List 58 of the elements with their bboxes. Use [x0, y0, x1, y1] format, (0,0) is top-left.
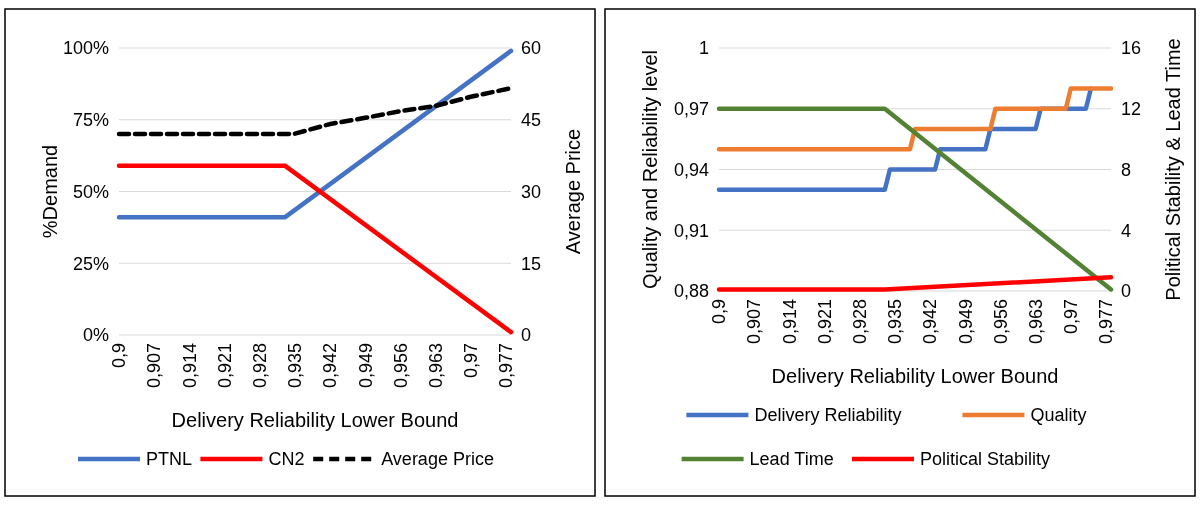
x-tick-label: 0,97 [1061, 299, 1082, 335]
y2-tick-label: 8 [1121, 159, 1132, 180]
x-tick-label: 0,907 [144, 343, 165, 389]
y-axis-title: %Demand [39, 144, 61, 239]
x-axis-title: Delivery Reliability Lower Bound [771, 365, 1059, 387]
y2-tick-label: 16 [1121, 38, 1142, 59]
x-tick-label: 0,949 [355, 343, 376, 389]
y-tick-label: 0,94 [673, 159, 709, 180]
legend-label: PTNL [146, 449, 193, 470]
y2-tick-label: 45 [521, 110, 542, 131]
y2-tick-label: 4 [1121, 220, 1132, 241]
x-tick-label: 0,956 [390, 343, 411, 389]
y2-tick-label: 15 [521, 253, 542, 274]
x-tick-label: 0,921 [814, 299, 835, 345]
legend-label: Political Stability [920, 449, 1051, 470]
y-tick-label: 0,88 [673, 281, 709, 302]
y-tick-label: 0% [82, 325, 109, 346]
legend-label: CN2 [268, 449, 305, 470]
y-tick-label: 75% [72, 110, 109, 131]
y2-axis-title: Political Stability & Lead Time [1162, 38, 1184, 301]
y-axis-title: Quality and Reliability level [639, 49, 661, 290]
y2-tick-label: 0 [1121, 281, 1132, 302]
x-tick-label: 0,942 [920, 299, 941, 345]
y2-tick-label: 60 [521, 38, 542, 59]
y2-axis-title: Average Price [562, 128, 584, 255]
x-tick-label: 0,963 [1025, 299, 1046, 345]
y-tick-label: 0,97 [673, 99, 709, 120]
y2-tick-label: 30 [521, 181, 542, 202]
x-tick-label: 0,956 [990, 299, 1011, 345]
y-tick-label: 100% [62, 38, 109, 59]
x-tick-label: 0,914 [779, 299, 800, 345]
x-tick-label: 0,977 [496, 343, 517, 389]
x-tick-label: 0,935 [285, 343, 306, 389]
x-axis-title: Delivery Reliability Lower Bound [171, 409, 459, 431]
legend-label: Average Price [381, 449, 494, 470]
x-tick-label: 0,914 [179, 343, 200, 389]
x-tick-label: 0,928 [250, 343, 271, 389]
x-tick-label: 0,935 [885, 299, 906, 345]
y-tick-label: 50% [72, 181, 109, 202]
y-tick-label: 1 [698, 38, 709, 59]
y-tick-label: 0,91 [673, 220, 709, 241]
x-tick-label: 0,921 [214, 343, 235, 389]
x-tick-label: 0,907 [744, 299, 765, 345]
x-tick-label: 0,963 [425, 343, 446, 389]
legend-label: Delivery Reliability [754, 405, 902, 426]
x-tick-label: 0,9 [709, 299, 730, 325]
line-series [716, 86, 1114, 152]
y2-tick-label: 0 [521, 325, 532, 346]
y2-tick-label: 12 [1121, 99, 1142, 120]
y-tick-label: 25% [72, 253, 109, 274]
x-tick-label: 0,97 [461, 343, 482, 379]
x-tick-label: 0,928 [850, 299, 871, 345]
x-tick-label: 0,9 [109, 343, 130, 369]
x-tick-label: 0,949 [955, 299, 976, 345]
x-tick-label: 0,942 [320, 343, 341, 389]
legend-label: Quality [1030, 405, 1087, 426]
legend-label: Lead Time [749, 449, 834, 470]
x-tick-label: 0,977 [1096, 299, 1117, 345]
